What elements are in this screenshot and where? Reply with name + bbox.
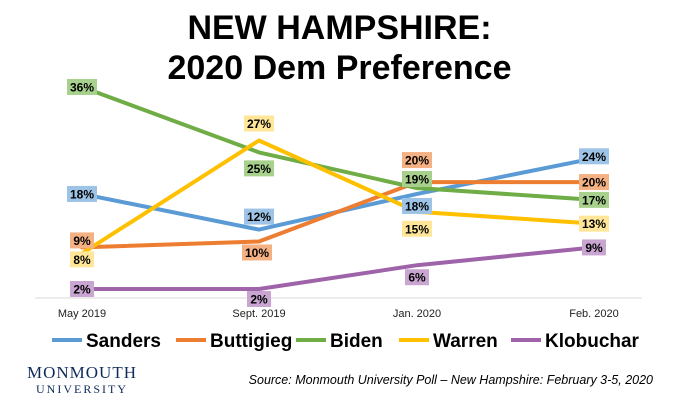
legend-item-sanders: Sanders (52, 331, 161, 352)
data-label-klobuchar: 6% (405, 269, 429, 286)
data-label-box (70, 251, 94, 268)
chart-title-line-2: 2020 Dem Preference (167, 49, 512, 87)
legend-label: Buttigieg (210, 331, 292, 352)
data-label-text: 2% (250, 293, 268, 307)
data-label-biden: 19% (402, 171, 432, 187)
data-label-klobuchar: 2% (247, 291, 271, 307)
legend-label: Sanders (86, 331, 161, 352)
data-label-text: 18% (70, 187, 94, 201)
legend-item-buttigieg: Buttigieg (176, 331, 292, 352)
data-label-sanders: 24% (579, 148, 609, 165)
legend: Sanders Buttigieg Biden Warren Klobuchar (52, 331, 640, 352)
x-tick-label: Sept. 2019 (232, 308, 285, 320)
data-label-buttigieg: 20% (402, 152, 432, 169)
data-label-biden: 36% (67, 79, 97, 95)
chart-title: NEW HAMPSHIRE: 2020 Dem Preference (0, 8, 679, 88)
line-layer (80, 85, 596, 291)
data-label-text: 18% (405, 199, 429, 213)
legend-label: Klobuchar (545, 331, 640, 352)
data-label-text: 27% (247, 117, 271, 131)
data-label-text: 17% (582, 193, 606, 207)
data-label-text: 24% (582, 150, 606, 164)
logo-line-2: UNIVERSITY (36, 382, 128, 396)
data-label-box (247, 291, 271, 307)
data-label-box (402, 152, 432, 169)
data-label-warren: 8% (70, 251, 94, 268)
data-label-box (402, 197, 432, 214)
data-label-box (402, 220, 432, 237)
data-label-text: 6% (408, 271, 426, 285)
x-tick-label: Jan. 2020 (393, 308, 441, 320)
legend-item-klobuchar: Klobuchar (511, 331, 640, 352)
data-label-text: 9% (585, 241, 603, 255)
data-label-buttigieg: 10% (242, 244, 272, 261)
data-label-box (579, 191, 609, 208)
data-label-text: 25% (247, 162, 271, 176)
data-label-text: 20% (582, 176, 606, 190)
data-label-text: 19% (405, 173, 429, 187)
source-note: Source: Monmouth University Poll – New H… (248, 373, 653, 387)
axis-layer: May 2019 Sept. 2019 Jan. 2020 Feb. 2020 (35, 297, 642, 320)
data-label-box (579, 174, 609, 191)
data-label-klobuchar: 9% (582, 239, 606, 256)
data-label-warren: 13% (579, 215, 609, 232)
series-line-warren (80, 138, 596, 256)
data-label-text: 2% (73, 283, 91, 297)
monmouth-logo: MONMOUTH UNIVERSITY (22, 363, 142, 397)
logo-line-1: MONMOUTH (27, 363, 137, 382)
data-label-text: 10% (245, 246, 269, 260)
data-label-buttigieg: 20% (579, 174, 609, 191)
data-label-sanders: 12% (244, 208, 274, 225)
x-tick-label: Feb. 2020 (569, 308, 619, 320)
data-label-box (67, 79, 97, 95)
data-label-buttigieg: 9% (70, 232, 94, 249)
data-label-box (242, 244, 272, 261)
data-label-text: 12% (247, 210, 271, 224)
data-label-text: 36% (70, 81, 94, 95)
data-label-sanders: 18% (67, 185, 97, 202)
data-label-box (244, 160, 274, 177)
data-label-text: 20% (405, 154, 429, 168)
data-label-box (582, 239, 606, 256)
data-label-text: 9% (73, 234, 91, 248)
series-line-buttigieg (80, 180, 596, 250)
data-label-box (67, 185, 97, 202)
data-label-text: 8% (73, 253, 91, 267)
data-label-sanders: 18% (402, 197, 432, 214)
data-label-box (70, 281, 94, 297)
data-label-text: 15% (405, 222, 429, 236)
legend-label: Warren (433, 331, 498, 352)
label-layer: 18% 12% 18% 24% 9% 10% 20% 20% 36% 25% 19% 17% 8% 27%… (67, 79, 609, 307)
data-label-warren: 15% (402, 220, 432, 237)
chart-title-line-1: NEW HAMPSHIRE: (187, 9, 492, 47)
data-label-warren: 27% (244, 115, 274, 132)
legend-item-warren: Warren (399, 331, 498, 352)
legend-label: Biden (330, 331, 383, 352)
data-label-box (70, 232, 94, 249)
data-label-text: 13% (582, 217, 606, 231)
data-label-biden: 25% (244, 160, 274, 177)
data-label-box (405, 269, 429, 286)
data-label-box (244, 208, 274, 225)
x-tick-label: May 2019 (58, 308, 106, 320)
series-line-biden (80, 85, 596, 202)
data-label-klobuchar: 2% (70, 281, 94, 297)
data-label-biden: 17% (579, 191, 609, 208)
series-line-klobuchar (80, 245, 596, 291)
legend-item-biden: Biden (296, 331, 383, 352)
data-label-box (579, 215, 609, 232)
data-label-box (402, 171, 432, 187)
data-label-box (579, 148, 609, 165)
data-label-box (244, 115, 274, 132)
